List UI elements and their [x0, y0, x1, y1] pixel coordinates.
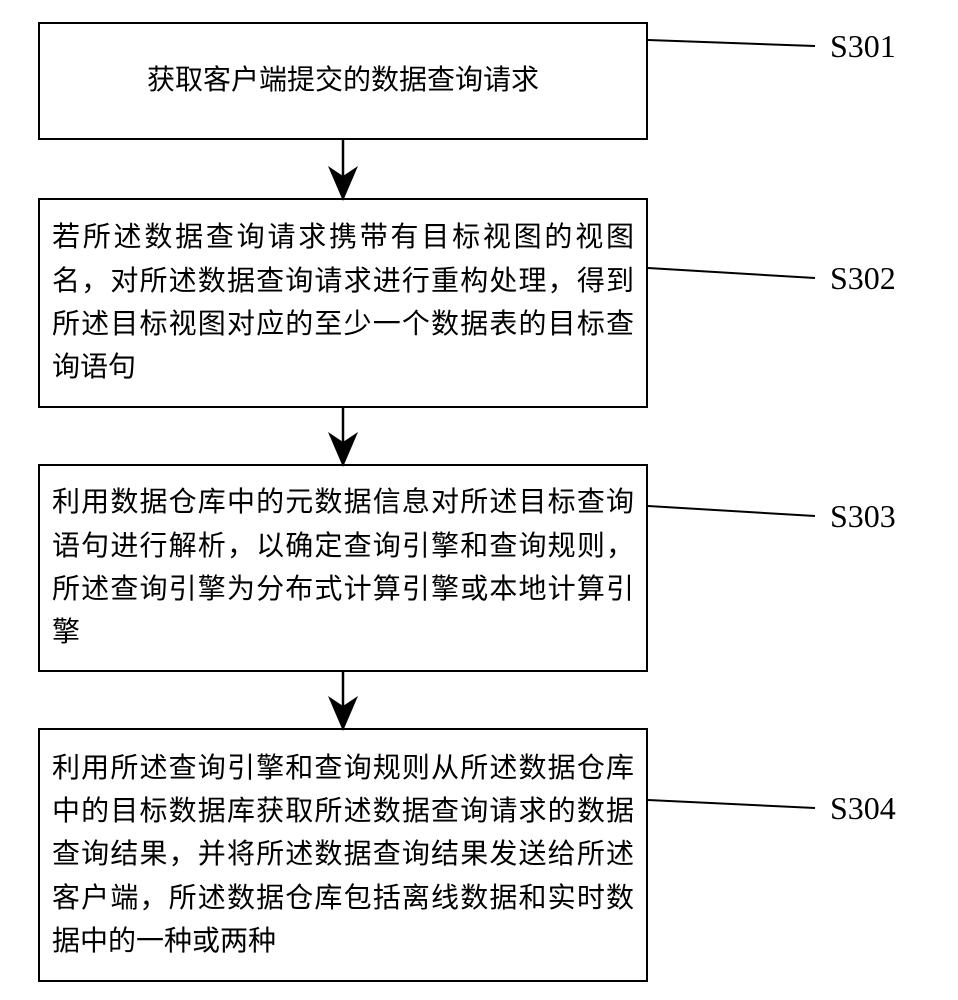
arrow-s301-s302 [0, 0, 958, 1000]
flowchart-canvas: 获取客户端提交的数据查询请求 S301 若所述数据查询请求携带有目标视图的视图名… [0, 0, 958, 1000]
